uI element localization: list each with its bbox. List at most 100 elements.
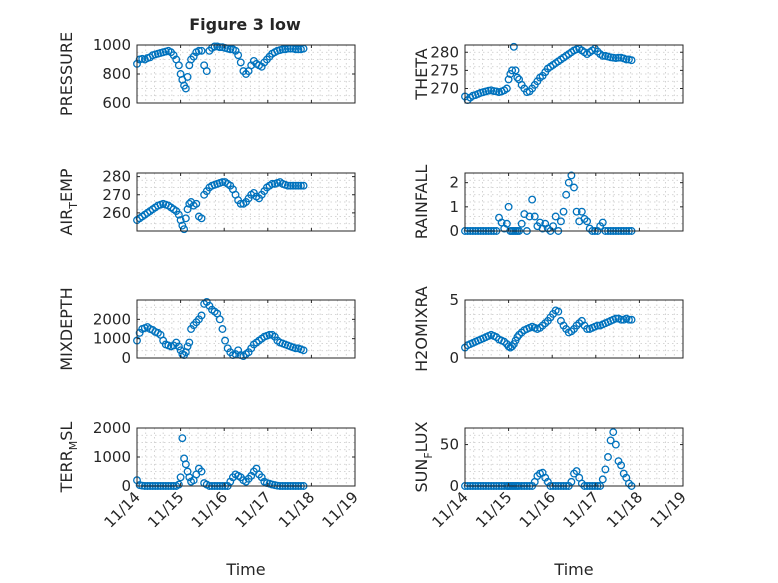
data-point [598,51,607,60]
y-tick-label: 0 [121,477,131,495]
subplot-rainfall: 0 1 2 RAINFALL [412,165,684,240]
y-tick-label: 2000 [93,310,131,328]
data-point [617,315,626,324]
data-point [525,212,534,221]
x-tick-label: 11/18 [603,488,646,531]
y-tick-label: 0 [449,222,459,240]
x-axis-label: Time [553,560,593,579]
data-point [221,336,230,345]
data-point [226,45,235,54]
data-point [564,178,573,187]
y-tick-label: 0 [449,349,459,367]
y-tick-label: 280 [430,43,459,61]
data-point [509,42,518,51]
data-point [528,195,537,204]
data-point [291,344,300,353]
data-point [183,72,192,81]
data-point [197,214,206,223]
x-tick-label: 11/16 [516,488,559,531]
data-point [181,460,190,469]
data-point [598,475,607,484]
y-tick-label: 1000 [93,330,131,348]
x-tick-label: 11/19 [319,488,362,531]
data-point [174,480,183,489]
data-point [511,66,520,75]
data-point [183,342,192,351]
y-axis-label: PRESSURE [57,32,76,116]
x-tick-label: 11/18 [275,488,318,531]
axes-box [464,299,684,359]
data-point [215,43,224,52]
data-point [517,219,526,228]
data-point [286,181,295,190]
data-point [611,440,620,449]
data-point [234,51,243,60]
y-axis-label: RAINFALL [412,165,431,240]
data-point [178,434,187,443]
x-tick-label: 11/17 [559,488,602,531]
x-tick-label: 11/19 [647,488,690,531]
data-point [268,179,277,188]
data-point [572,207,581,216]
data-point [617,461,626,470]
data-point [504,202,513,211]
data-point [174,210,183,219]
y-tick-label: 1000 [93,36,131,54]
data-point [291,45,300,54]
x-tick-label: 11/15 [472,488,515,531]
data-point [197,467,206,476]
y-axis-label: MIXDEPTH [57,287,76,370]
data-point [513,73,522,82]
data-point [606,436,615,445]
data-point [174,61,183,70]
y-tick-label: 275 [430,61,459,79]
data-point [567,171,576,180]
data-point [299,181,308,190]
data-point [181,214,190,223]
data-point [194,46,203,55]
data-point [554,307,563,316]
data-point [202,67,211,76]
data-point [508,66,517,75]
subplot-pressure: 600 800 1000 PRESSURE [57,32,356,116]
y-tick-label: 800 [102,65,131,83]
data-point [215,315,224,324]
figure-title: Figure 3 low [189,15,301,34]
data-point [197,46,206,55]
y-tick-label: 0 [449,477,459,495]
y-tick-label: 2 [449,174,459,192]
y-axis-label: H2OMIXRA [412,286,431,372]
data-point [559,207,568,216]
axes-box [464,427,684,487]
data-point [570,183,578,192]
data-point [562,190,571,199]
data-point [185,338,194,347]
y-tick-label: 270 [102,186,131,204]
axes-box [464,44,684,104]
y-tick-label: 5 [449,291,459,309]
data-point [549,222,558,231]
data-point [218,325,227,333]
data-point [611,314,620,323]
data-point [627,56,636,65]
data-point [530,212,539,221]
x-tick-label: 11/15 [144,488,187,531]
data-point [604,453,612,461]
data-point [181,84,190,93]
data-point [572,467,581,476]
y-tick-label: 600 [102,94,131,112]
data-point [504,75,513,84]
data-point [176,216,185,225]
data-point [502,219,511,228]
y-axis-label: AIRTEMP [57,168,80,235]
data-point [624,315,633,324]
y-tick-label: 280 [102,168,131,186]
data-point [294,181,303,190]
data-point [614,53,623,62]
